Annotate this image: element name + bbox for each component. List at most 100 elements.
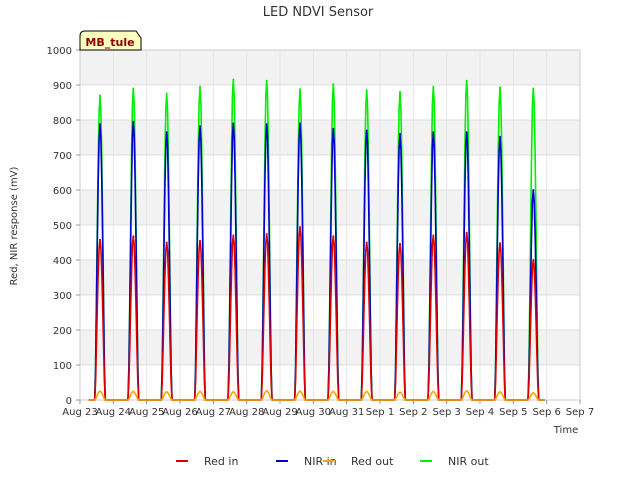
data-point bbox=[332, 127, 335, 130]
y-tick-label: 200 bbox=[53, 326, 72, 337]
data-point bbox=[299, 88, 301, 91]
data-point bbox=[365, 89, 368, 92]
x-tick-label: Sep 6 bbox=[532, 407, 560, 418]
data-point bbox=[165, 131, 168, 134]
x-tick-label: Sep 1 bbox=[366, 407, 394, 418]
legend-label: NIR out bbox=[448, 455, 489, 468]
data-point bbox=[399, 91, 401, 93]
data-point bbox=[399, 391, 401, 394]
data-point bbox=[199, 85, 201, 88]
x-tick-label: Aug 28 bbox=[229, 407, 264, 418]
data-point bbox=[432, 131, 435, 134]
y-tick-label: 800 bbox=[53, 116, 72, 127]
data-point bbox=[465, 79, 468, 82]
data-point bbox=[265, 123, 268, 126]
data-point bbox=[132, 87, 135, 90]
site-label-badge: MB_tule bbox=[79, 30, 142, 51]
x-tick-label: Aug 29 bbox=[262, 407, 297, 418]
x-tick-label: Aug 23 bbox=[62, 407, 97, 418]
data-point bbox=[432, 85, 435, 88]
data-point bbox=[332, 235, 335, 238]
y-tick-label: 700 bbox=[53, 151, 72, 162]
x-axis-label: Time bbox=[553, 425, 578, 436]
x-tick-label: Aug 25 bbox=[129, 407, 164, 418]
data-point bbox=[232, 390, 235, 393]
data-point bbox=[332, 390, 335, 393]
y-tick-label: 900 bbox=[53, 81, 72, 92]
legend-label: Red in bbox=[204, 455, 238, 468]
data-point bbox=[199, 239, 201, 242]
background-band bbox=[80, 120, 580, 155]
data-point bbox=[165, 241, 168, 244]
series-line-red-out bbox=[88, 390, 545, 401]
data-point bbox=[365, 390, 368, 393]
data-point bbox=[265, 233, 268, 236]
data-point bbox=[299, 390, 301, 393]
data-point bbox=[432, 390, 435, 393]
data-point bbox=[99, 238, 101, 241]
data-point bbox=[199, 125, 201, 128]
data-point bbox=[132, 390, 135, 393]
background-band bbox=[80, 50, 580, 85]
data-point bbox=[499, 135, 501, 138]
data-point bbox=[99, 94, 101, 97]
x-tick-label: Sep 4 bbox=[466, 407, 494, 418]
data-point bbox=[499, 390, 501, 393]
x-tick-label: Aug 30 bbox=[296, 407, 331, 418]
data-point bbox=[465, 389, 468, 392]
data-point bbox=[499, 86, 501, 89]
data-point bbox=[532, 392, 535, 394]
data-point bbox=[99, 123, 101, 126]
data-point bbox=[532, 259, 535, 261]
data-point bbox=[432, 234, 435, 237]
data-point bbox=[232, 122, 235, 125]
y-tick-label: 400 bbox=[53, 256, 72, 267]
data-point bbox=[199, 390, 201, 393]
data-point bbox=[465, 231, 468, 234]
legend: Red in NIR in Red out NIR out bbox=[176, 455, 489, 468]
y-tick-label: 1000 bbox=[47, 46, 72, 57]
y-axis-label: Red, NIR response (mV) bbox=[9, 166, 20, 285]
x-tick-label: Sep 7 bbox=[566, 407, 594, 418]
data-point bbox=[499, 242, 501, 245]
legend-label: NIR in bbox=[304, 455, 337, 468]
x-tick-label: Aug 26 bbox=[162, 407, 197, 418]
x-tick-label: Aug 31 bbox=[329, 407, 364, 418]
data-point bbox=[465, 131, 468, 134]
y-tick-label: 0 bbox=[66, 396, 72, 407]
data-point bbox=[299, 122, 301, 125]
data-point bbox=[132, 120, 135, 123]
data-point bbox=[399, 133, 401, 135]
data-point bbox=[165, 390, 168, 393]
data-point bbox=[365, 241, 368, 244]
y-tick-label: 100 bbox=[53, 361, 72, 372]
x-tick-label: Aug 24 bbox=[96, 407, 131, 418]
legend-label: Red out bbox=[351, 455, 394, 468]
data-point bbox=[132, 235, 135, 238]
x-tick-label: Aug 27 bbox=[196, 407, 231, 418]
site-label: MB_tule bbox=[85, 36, 134, 49]
data-point bbox=[532, 87, 535, 90]
y-axis: 0 100 200 300 400 500 600 700 800 900 1000 bbox=[47, 46, 80, 407]
y-tick-label: 500 bbox=[53, 221, 72, 232]
data-point bbox=[265, 389, 268, 392]
data-point bbox=[99, 390, 101, 393]
x-tick-label: Sep 3 bbox=[432, 407, 460, 418]
data-point bbox=[532, 189, 535, 191]
data-point bbox=[232, 234, 235, 237]
data-point bbox=[265, 79, 268, 82]
x-tick-label: Sep 2 bbox=[399, 407, 427, 418]
x-tick-label: Sep 5 bbox=[499, 407, 527, 418]
y-tick-label: 300 bbox=[53, 291, 72, 302]
data-point bbox=[165, 92, 168, 95]
chart-title: LED NDVI Sensor bbox=[263, 5, 374, 20]
y-tick-label: 600 bbox=[53, 186, 72, 197]
data-point bbox=[365, 129, 368, 132]
series-layer bbox=[88, 78, 545, 401]
data-point bbox=[399, 242, 401, 245]
data-point bbox=[232, 78, 235, 81]
data-point bbox=[332, 83, 335, 86]
data-point bbox=[299, 226, 301, 229]
